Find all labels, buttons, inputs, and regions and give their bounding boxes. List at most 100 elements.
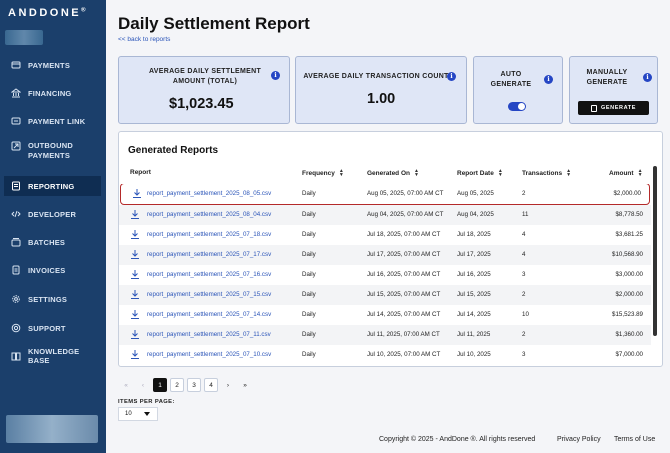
book-icon [11,351,21,361]
table-row[interactable]: report_payment_settlement_2025_08_04.csv… [119,205,651,225]
next-page-button[interactable]: › [226,381,230,389]
report-date-cell: Aug 04, 2025 [457,211,494,218]
column-amount[interactable]: Amount ▲ ▼ [609,168,643,178]
sidebar-item-financing[interactable]: FINANCING [4,83,101,103]
page-4-button[interactable]: 4 [204,378,218,392]
auto-generate-card: AUTO GENERATE i [473,56,563,124]
report-file-link[interactable]: report_payment_settlement_2025_07_16.csv [147,271,272,278]
page-1-button[interactable]: 1 [153,378,167,392]
card-label: MANUALLY GENERATE [586,69,628,86]
table-row[interactable]: report_payment_settlement_2025_07_16.csv… [119,265,651,285]
auto-generate-toggle[interactable] [508,102,526,111]
sort-icon[interactable]: ▲ ▼ [566,168,572,178]
generated-on-cell: Jul 18, 2025, 07:00 AM CT [367,231,441,238]
invoice-icon [11,265,21,275]
table-row[interactable]: report_payment_settlement_2025_07_18.csv… [119,225,651,245]
sidebar-item-reporting[interactable]: REPORTING [4,176,101,196]
sidebar-item-label: KNOWLEDGE BASE [28,347,80,365]
report-file-link[interactable]: report_payment_settlement_2025_07_15.csv [147,291,272,298]
caret-down-icon [144,412,150,416]
user-account-blurred[interactable] [6,415,98,443]
table-scrollbar[interactable] [653,166,657,356]
download-icon[interactable] [130,349,140,360]
frequency-cell: Daily [302,291,316,298]
table-row[interactable]: report_payment_settlement_2025_08_05.csv… [120,184,650,205]
sidebar-item-settings[interactable]: SETTINGS [4,289,101,309]
sidebar-item-label: REPORTING [28,181,75,191]
table-row[interactable]: report_payment_settlement_2025_07_11.csv… [119,325,651,345]
sidebar-item-invoices[interactable]: INVOICES [4,260,101,280]
download-icon[interactable] [130,329,140,340]
transactions-cell: 2 [522,291,526,298]
info-icon[interactable]: i [447,72,456,81]
manually-generate-card: MANUALLY GENERATE i GENERATE [569,56,658,124]
amount-cell: $3,000.00 [615,271,643,278]
report-file-link[interactable]: report_payment_settlement_2025_07_18.csv [147,231,272,238]
download-icon[interactable] [130,309,140,320]
main-content: Daily Settlement Report << back to repor… [106,0,670,453]
pagination: « ‹ 1 2 3 4 › » [119,378,252,392]
average-transaction-count-value: 1.00 [367,91,396,107]
amount-cell: $3,681.25 [615,231,643,238]
sidebar-item-outbound-payments[interactable]: OUTBOUND PAYMENTS [4,140,101,166]
info-icon[interactable]: i [643,73,652,82]
brand-logo[interactable]: ANDDONE® [8,7,86,19]
download-icon[interactable] [132,188,142,199]
report-file-link[interactable]: report_payment_settlement_2025_08_04.csv [147,211,272,218]
page-3-button[interactable]: 3 [187,378,201,392]
report-file-link[interactable]: report_payment_settlement_2025_07_17.csv [147,251,272,258]
download-icon[interactable] [130,229,140,240]
report-file-link[interactable]: report_payment_settlement_2025_07_10.csv [147,351,272,358]
sidebar-item-knowledge-base[interactable]: KNOWLEDGE BASE [4,346,101,366]
sidebar-item-developer[interactable]: DEVELOPER [4,204,101,224]
info-icon[interactable]: i [271,71,280,80]
sidebar-item-batches[interactable]: BATCHES [4,232,101,252]
sidebar-item-label: FINANCING [28,88,72,98]
organization-name-blurred [5,30,43,45]
average-daily-transaction-count-card: AVERAGE DAILY TRANSACTION COUNT i 1.00 [295,56,467,124]
report-file-link[interactable]: report_payment_settlement_2025_08_05.csv [147,190,272,197]
last-page-button[interactable]: » [243,381,247,389]
sidebar-item-payment-link[interactable]: PAYMENT LINK [4,111,101,131]
column-report-date[interactable]: Report Date ▲ ▼ [457,168,503,178]
sort-icon[interactable]: ▲ ▼ [413,168,419,178]
table-row[interactable]: report_payment_settlement_2025_07_14.csv… [119,305,651,325]
download-icon[interactable] [130,289,140,300]
items-per-page-select[interactable]: 10 [118,407,158,421]
frequency-cell: Daily [302,351,316,358]
download-icon[interactable] [130,249,140,260]
previous-page-button[interactable]: ‹ [141,381,145,389]
report-date-cell: Jul 17, 2025 [457,251,491,258]
generated-on-cell: Jul 16, 2025, 07:00 AM CT [367,271,441,278]
sort-icon[interactable]: ▲ ▼ [497,168,503,178]
column-generated-on[interactable]: Generated On ▲ ▼ [367,168,419,178]
sort-icon[interactable]: ▲ ▼ [637,168,643,178]
table-row[interactable]: report_payment_settlement_2025_07_15.csv… [119,285,651,305]
privacy-policy-link[interactable]: Privacy Policy [557,436,601,443]
info-icon[interactable]: i [544,75,553,84]
table-row[interactable]: report_payment_settlement_2025_07_10.csv… [119,345,651,365]
back-to-reports-link[interactable]: << back to reports [118,36,171,43]
report-file-link[interactable]: report_payment_settlement_2025_07_14.csv [147,311,272,318]
scrollbar-thumb[interactable] [653,166,657,336]
amount-cell: $1,360.00 [615,331,643,338]
download-icon[interactable] [130,209,140,220]
table-row[interactable]: report_payment_settlement_2025_07_17.csv… [119,245,651,265]
generate-button[interactable]: GENERATE [578,101,649,115]
page-2-button[interactable]: 2 [170,378,184,392]
generated-on-cell: Aug 04, 2025, 07:00 AM CT [367,211,444,218]
sidebar-item-support[interactable]: SUPPORT [4,318,101,338]
transactions-cell: 10 [522,311,529,318]
report-date-cell: Jul 11, 2025 [457,331,491,338]
terms-of-use-link[interactable]: Terms of Use [614,436,656,443]
download-icon[interactable] [130,269,140,280]
sidebar-item-payments[interactable]: PAYMENTS [4,55,101,75]
report-file-link[interactable]: report_payment_settlement_2025_07_11.csv [147,331,271,338]
sort-icon[interactable]: ▲ ▼ [338,168,344,178]
frequency-cell: Daily [302,311,316,318]
amount-cell: $7,000.00 [615,351,643,358]
column-transactions[interactable]: Transactions ▲ ▼ [522,168,572,178]
card-label: AVERAGE DAILY SETTLEMENT AMOUNT (TOTAL) [148,68,262,85]
column-frequency[interactable]: Frequency ▲ ▼ [302,168,344,178]
first-page-button[interactable]: « [124,381,128,389]
